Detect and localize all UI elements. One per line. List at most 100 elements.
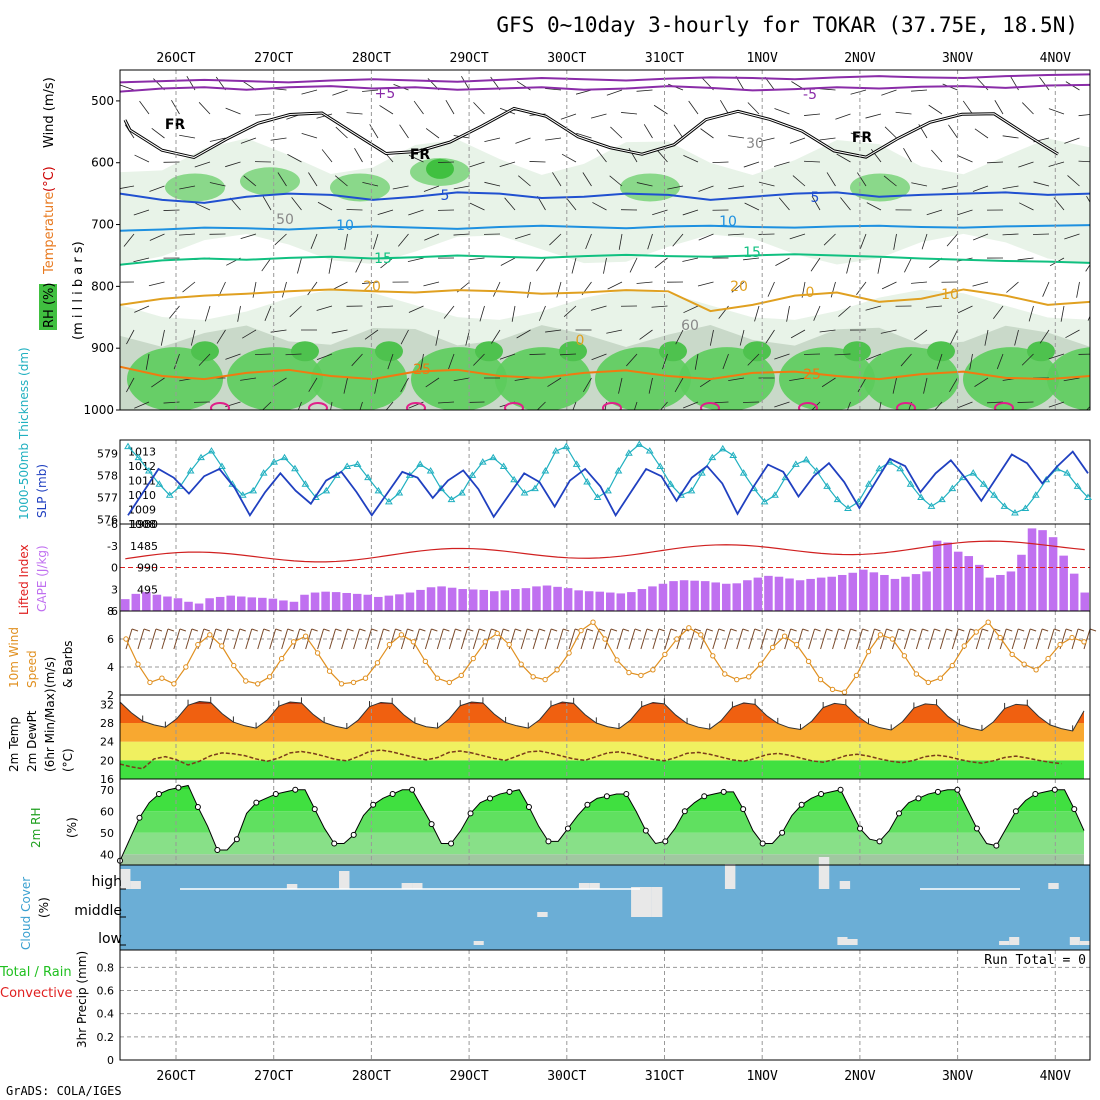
wind-barb <box>431 628 438 632</box>
y-tick-label: 700 <box>91 218 114 232</box>
wind-barb <box>835 113 851 120</box>
wind-barb <box>520 628 528 650</box>
wind-speed-point <box>781 633 788 639</box>
wind-barb <box>596 149 607 163</box>
rh-ylabel-2: (%) <box>65 817 79 838</box>
thickness-point <box>979 480 988 487</box>
wind-barb <box>1086 406 1090 410</box>
rh-point <box>954 786 961 793</box>
wind-barb <box>155 628 163 632</box>
wind-speed-point <box>722 671 728 677</box>
thickness-point <box>531 484 539 492</box>
cape-bar <box>511 589 520 611</box>
wind-ylabel: 10m Wind <box>7 627 21 688</box>
wind-barb <box>830 281 836 298</box>
rh-line <box>119 784 1085 861</box>
wind-barb <box>125 628 133 650</box>
wind-barb <box>354 147 363 163</box>
wind-barb <box>308 377 318 392</box>
wind-speed-point <box>961 643 967 649</box>
wind-barb <box>688 628 696 650</box>
thickness-point <box>364 473 372 481</box>
wind-barb <box>603 257 607 274</box>
wind-barb <box>281 281 287 298</box>
y-tick-label: 0.6 <box>97 985 115 998</box>
wind-barb <box>479 628 486 632</box>
rh-point <box>895 810 902 817</box>
rh-ylabel: 2m RH <box>29 808 43 849</box>
isotherm-30 <box>798 402 818 410</box>
wind-barb <box>767 281 775 297</box>
thickness-point <box>458 489 466 496</box>
wind-speed-point <box>925 679 932 686</box>
rh-legend-swatch <box>39 284 57 330</box>
wind-speed-point <box>135 661 141 667</box>
wind-barb <box>1085 264 1090 272</box>
rh-point <box>701 793 708 800</box>
cape-bar <box>405 592 415 611</box>
wind-barb <box>131 628 139 632</box>
cape-bar <box>352 593 362 611</box>
wind-barb <box>412 628 420 650</box>
y-tick-label: 800 <box>91 279 114 293</box>
wind-barb <box>435 329 440 346</box>
cloud-level-label: high <box>91 874 122 890</box>
isotherm-10 <box>120 224 1090 232</box>
cloud-background <box>120 865 1090 950</box>
wind-barb <box>383 628 390 632</box>
wind-barb <box>958 628 965 632</box>
day-label: 31OCT <box>645 51 684 66</box>
wind-barb <box>900 353 912 367</box>
wind-barb <box>636 281 653 284</box>
rh-band <box>120 811 1084 833</box>
wind-barb <box>515 137 531 144</box>
cape-bar <box>289 601 299 611</box>
thickness-point <box>698 469 706 476</box>
temp-line <box>119 701 1085 732</box>
wind-barb <box>731 281 745 293</box>
wind-barb <box>297 257 302 274</box>
wind-barb <box>233 628 241 650</box>
wind-barb <box>941 185 958 190</box>
cape-bar <box>859 569 868 611</box>
cape-bar <box>806 578 815 611</box>
rh-band-low <box>120 138 1090 265</box>
thickness-point <box>478 458 487 465</box>
wind-barb <box>173 628 181 650</box>
wind-barb <box>257 628 265 650</box>
wind-barb <box>667 185 684 190</box>
rh-point <box>759 840 766 847</box>
wind-barb <box>225 353 241 360</box>
wind-barb <box>1002 185 1019 190</box>
wind-barb <box>728 185 745 190</box>
wind-barb <box>491 628 498 632</box>
footer-credit: GrADS: COLA/IGES <box>6 1084 122 1098</box>
contour-label: 20 <box>363 279 381 295</box>
wind-barb <box>934 628 941 632</box>
wind-barb <box>832 628 840 650</box>
rh-point <box>603 793 610 800</box>
wind-barb <box>1067 175 1080 187</box>
wind-barb <box>1019 202 1034 211</box>
rh-blob <box>659 341 687 362</box>
day-label: 28OCT <box>352 51 391 66</box>
wind-barb <box>514 377 531 381</box>
wind-speed-point <box>698 632 704 638</box>
wind-barb <box>252 281 257 298</box>
wind-speed-point <box>997 634 1003 641</box>
wind-barb <box>1089 628 1097 632</box>
thickness-point <box>510 475 518 483</box>
cape-bar <box>890 578 900 611</box>
panel-frame <box>119 69 1091 411</box>
isotherm-30 <box>700 402 720 410</box>
cape-bar <box>184 601 193 611</box>
y-tick-label: 8 <box>107 605 114 618</box>
cape-bar <box>1059 555 1068 611</box>
wind-barb <box>346 112 363 115</box>
wind-speed-point <box>793 641 800 648</box>
ylabel-temp-unit: (°C) <box>42 166 57 192</box>
wind-barb <box>866 202 882 211</box>
wind-barb <box>499 161 516 168</box>
wind-barb <box>850 628 857 632</box>
wind-barb <box>928 104 943 115</box>
